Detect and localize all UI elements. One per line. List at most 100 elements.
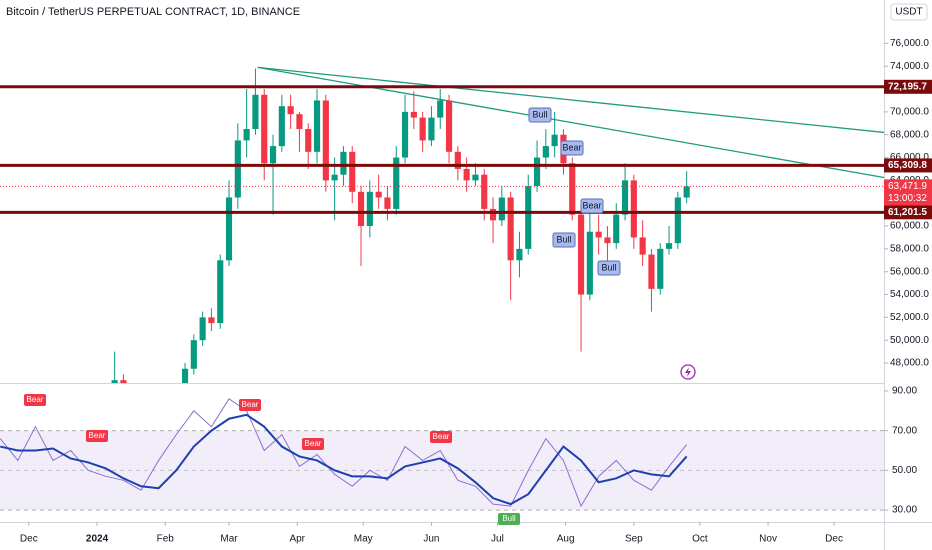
currency[interactable]: USDT: [895, 7, 922, 18]
signal-label: Bull: [502, 514, 516, 523]
x-tick-label: Jun: [423, 534, 439, 545]
countdown: 13:00:32: [888, 193, 927, 204]
y-tick-label: 70,000.0: [890, 107, 929, 118]
level-label-box: [884, 158, 932, 173]
signal-box: [552, 232, 576, 248]
level-label: 72,195.7: [888, 81, 927, 92]
candle-body: [648, 254, 655, 289]
signal-label: Bear: [27, 395, 44, 404]
x-tick-label: Jul: [491, 534, 504, 545]
candle-body: [428, 117, 435, 141]
candle-body: [111, 380, 118, 383]
signal-label: Bear: [89, 431, 106, 440]
x-tick-label: Oct: [692, 534, 708, 545]
signal-label: Bear: [433, 432, 450, 441]
signal-label: Bull: [556, 234, 571, 244]
candle-body: [577, 214, 585, 295]
x-tick-label: Dec: [825, 534, 843, 545]
y-tick-label: 56,000.0: [890, 266, 929, 277]
candle-body: [349, 151, 356, 192]
candle-body: [419, 117, 426, 141]
candle-body: [445, 100, 453, 152]
level-label: 65,309.8: [888, 160, 927, 171]
x-tick-label: Mar: [220, 534, 238, 545]
y-tick-label: 54,000.0: [890, 289, 929, 300]
candle-body: [393, 157, 400, 209]
y-tick-label: 30.00: [892, 505, 917, 516]
candle-body: [472, 174, 479, 181]
candle-body: [375, 191, 382, 198]
candle-body: [674, 197, 681, 244]
candle-body: [340, 151, 347, 175]
y-tick-label: 74,000.0: [890, 61, 929, 72]
candle-body: [190, 340, 197, 369]
signal-label: Bull: [601, 262, 616, 272]
y-tick-label: 68,000.0: [890, 129, 929, 140]
overlay: 48,000.0 50,000.0 52,000.0 54,000.0 56,000.0…: [20, 38, 932, 545]
candle-body: [217, 260, 224, 324]
alert-bolt: [685, 367, 691, 377]
candle-body: [120, 380, 127, 383]
trendline: [257, 66, 884, 134]
candle-body: [437, 100, 444, 118]
level-label-box: [884, 79, 932, 94]
candle-body: [533, 157, 541, 187]
signal-box: [86, 430, 108, 442]
candle-body: [481, 174, 488, 209]
candle-body: [208, 317, 215, 324]
rsi-ma-line: [0, 413, 688, 506]
candle-body: [542, 146, 549, 158]
candle-body: [683, 186, 690, 198]
candle-body: [199, 317, 206, 341]
candle-body: [516, 248, 523, 261]
y-tick-label: 50,000.0: [890, 335, 929, 346]
signal-box: [430, 431, 452, 443]
level-label: 61,201.5: [888, 207, 927, 218]
currency-box[interactable]: [890, 3, 928, 21]
candle-body: [305, 128, 312, 152]
x-tick-label: Dec: [20, 534, 38, 545]
x-tick-label: Apr: [289, 534, 305, 545]
y-tick-label: 60,000.0: [890, 221, 929, 232]
candle-body: [613, 214, 620, 244]
x-tick-label: May: [354, 534, 373, 545]
candle-body: [278, 106, 285, 147]
candle-body: [269, 146, 277, 164]
candle-body: [261, 94, 268, 164]
signal-label: Bull: [532, 109, 547, 119]
x-tick-label: Aug: [557, 534, 575, 545]
candle-body: [604, 237, 611, 244]
candle-body: [525, 186, 532, 249]
y-tick-label: 70.00: [892, 425, 917, 436]
signal-label: Bear: [305, 439, 322, 448]
x-tick-label: 2024: [86, 534, 109, 545]
signal-box: [239, 399, 261, 411]
candle-body: [639, 237, 646, 255]
x-tick-label: Feb: [157, 534, 175, 545]
rsi-line: [0, 398, 688, 508]
last-price-box: [884, 179, 932, 206]
candle-body: [657, 248, 664, 289]
signal-box: [560, 140, 584, 156]
y-tick-label: 50.00: [892, 465, 917, 476]
x-tick-label: Nov: [759, 534, 777, 545]
candle-body: [234, 140, 241, 198]
y-tick-label: 90.00: [892, 386, 917, 397]
signal-box: [580, 198, 604, 214]
y-tick-label: 48,000.0: [890, 358, 929, 369]
candle-body: [322, 100, 329, 181]
candle-body: [252, 94, 259, 129]
candle-body: [507, 197, 514, 261]
x-tick-label: Sep: [625, 534, 643, 545]
candle-body: [665, 243, 673, 249]
signal-box: [597, 260, 621, 276]
level-label-box: [884, 205, 932, 220]
last-price-label: 63,471.9: [888, 181, 927, 192]
signal-box: [498, 513, 520, 525]
signal-box: [528, 107, 552, 123]
alert-icon[interactable]: [680, 364, 696, 380]
candle-body: [366, 191, 373, 227]
